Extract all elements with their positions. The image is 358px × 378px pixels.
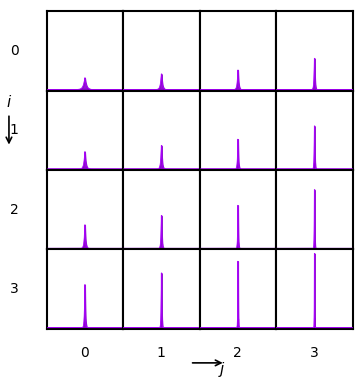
Text: 3: 3 bbox=[310, 346, 319, 361]
Text: 1: 1 bbox=[157, 346, 166, 361]
Text: 0: 0 bbox=[81, 346, 89, 361]
Text: 3: 3 bbox=[10, 282, 19, 296]
Text: j: j bbox=[220, 362, 224, 377]
Text: i: i bbox=[7, 94, 11, 110]
Text: 2: 2 bbox=[10, 203, 19, 217]
Text: 1: 1 bbox=[10, 123, 19, 138]
Text: 2: 2 bbox=[233, 346, 242, 361]
Text: 0: 0 bbox=[10, 44, 19, 58]
